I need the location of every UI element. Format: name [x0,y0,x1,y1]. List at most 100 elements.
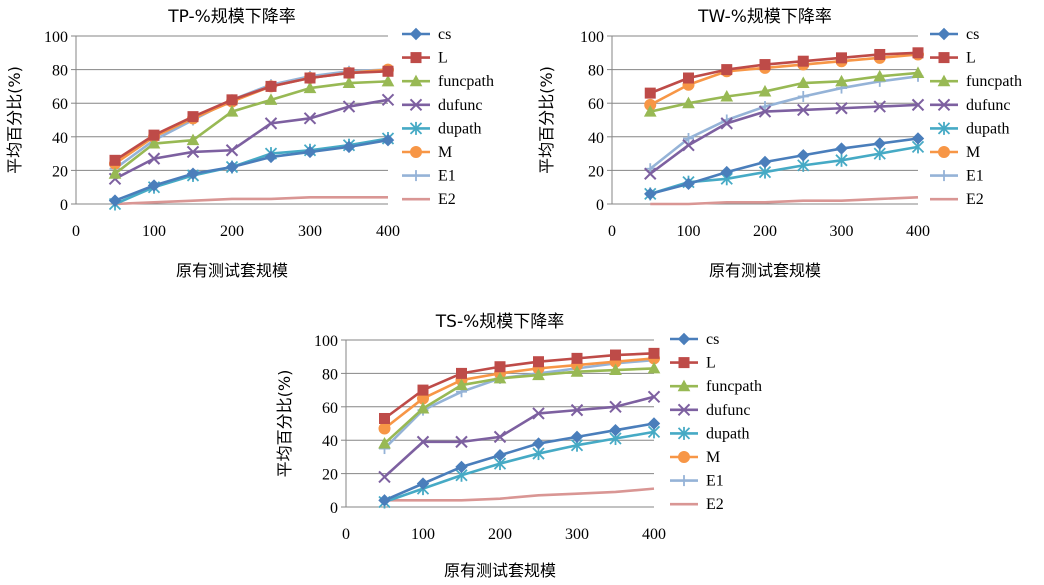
chart-2-point-dufunc [493,430,507,444]
chart-1-point-dufunc [797,103,810,117]
chart-2-legend-label: M [706,449,720,466]
chart-0-legend-marker [409,74,423,87]
chart-tw: TW-%规模下降率 0 20 40 60 80 100 0 100 200 300 400 平均百分比(… [530,0,1044,290]
chart-0-series-L [109,65,394,166]
chart-0-legend-label: funcpath [438,73,494,90]
chart-1-series-E2 [650,195,919,206]
chart-2-legend-label: E2 [706,496,724,513]
chart-2-point-funcpath [455,378,468,391]
chart-2-series-line-funcpath [383,367,655,445]
chart-1-series-line-E1 [649,75,919,170]
chart-2-xlabel: 原有测试套规模 [444,561,556,580]
chart-2-point-L [648,347,660,359]
chart-2-point-L [610,349,621,361]
chart-0-point-L [148,129,160,141]
chart-0-x-tick-label: 100 [142,223,166,240]
chart-2-legend-item-E2: E2 [670,496,724,513]
chart-2-series-line-L [383,352,655,420]
chart-1-point-funcpath [911,66,925,78]
chart-2-legend-marker [677,426,691,440]
chart-2-series-line-E2 [384,487,655,502]
chart-2-legend-marker [677,379,691,392]
chart-1-point-cs [911,132,925,145]
chart-2-point-dufunc [647,390,661,403]
chart-ts: TS-%规模下降率 0 20 40 60 80 100 0 100 200 300 400 平均百分比(… [268,305,788,585]
chart-1-legend-label: dufunc [966,97,1010,114]
chart-1-point-funcpath [682,96,695,109]
chart-2-x-tick-label: 0 [342,526,350,543]
chart-2-legend-marker [677,332,691,346]
chart-0-point-dufunc [342,100,356,113]
chart-2-legend-item-funcpath: funcpath [670,378,762,395]
chart-1-point-dufunc [682,138,695,152]
chart-1-legend-label: E2 [966,191,984,208]
chart-1-point-dufunc [644,167,657,180]
chart-ts-svg: TS-%规模下降率 0 20 40 60 80 100 0 100 200 300 400 平均百分比(… [275,312,762,580]
chart-0-ylabel: 平均百分比(%) [5,66,24,174]
chart-1-legend-item-dufunc: dufunc [930,97,1010,114]
chart-0-point-dufunc [381,93,395,107]
chart-0-point-funcpath [186,133,200,146]
chart-tw-svg: TW-%规模下降率 0 20 40 60 80 100 0 100 200 300 400 平均百分比(… [537,7,1022,280]
chart-2-point-funcpath [647,361,661,374]
chart-1-series-line-dufunc [649,103,919,175]
chart-1-title: TW-%规模下降率 [697,7,832,27]
chart-0-legend-marker [410,146,422,158]
chart-2-point-cs [455,460,468,474]
chart-0-point-cs [186,167,200,180]
chart-1-legend-item-M: M [930,144,980,161]
chart-1-legend-item-L: L [930,50,976,67]
chart-1-legend-label: E1 [966,168,984,185]
chart-0-point-L [226,94,238,106]
chart-2-x-tick-label: 200 [488,526,512,543]
chart-0-series-funcpath [108,74,395,179]
chart-1-point-L [759,59,771,71]
chart-1-legend-item-E2: E2 [930,191,984,208]
chart-2-point-cs [493,449,507,462]
chart-1-y-tick-label: 40 [588,130,604,147]
chart-0-point-cs [264,150,278,164]
chart-2-series-cs [378,417,661,507]
chart-0-series-line-E2 [114,195,388,206]
chart-1-series-line-L [649,51,919,95]
chart-2-point-dufunc [416,435,430,449]
chart-1-point-cs [797,149,810,162]
chart-1-y-tick-label: 100 [580,29,604,46]
chart-0-point-dufunc [147,152,161,165]
chart-1-point-cs [644,187,657,201]
chart-1-xlabel: 原有测试套规模 [709,261,821,280]
chart-0-legend-marker [409,98,423,112]
chart-2-point-cs [416,477,430,490]
chart-2-legend-label: L [706,355,716,372]
chart-1-series-line-funcpath [649,71,919,113]
chart-0-series-E2 [114,195,388,206]
chart-0-point-funcpath [342,76,356,89]
chart-1-point-dufunc [873,100,886,113]
chart-0-y-tick-label: 0 [60,197,68,214]
chart-1-series-line-cs [649,137,919,196]
chart-0-series-line-funcpath [114,80,389,175]
chart-1-legend-label: cs [966,26,979,43]
chart-1-point-cs [758,155,772,169]
chart-2-y-tick-label: 40 [322,433,338,450]
chart-0-legend-item-funcpath: funcpath [402,73,494,90]
chart-2-series-line-M [383,357,655,430]
chart-0-legend-item-dufunc: dufunc [402,97,482,114]
chart-2-series-line-dufunc [383,395,655,478]
chart-2-legend-marker [677,403,691,417]
chart-0-series-M [109,63,394,170]
chart-2-legend-label: dupath [706,425,750,442]
chart-2-point-cs [609,423,622,437]
chart-0-point-L [304,72,316,84]
chart-0-point-L [382,65,394,77]
chart-2-x-tick-label: 300 [565,526,589,543]
chart-1-point-funcpath [643,105,657,117]
chart-0-legend-label: dufunc [438,97,482,114]
chart-2-point-L [379,412,390,424]
chart-2-series-L [379,347,660,424]
chart-0-point-L [265,80,277,92]
chart-0-x-tick-label: 300 [298,223,322,240]
chart-1-x-tick-label: 0 [608,223,616,240]
chart-1-y-tick-label: 20 [588,163,604,180]
chart-0-point-cs [108,194,122,207]
